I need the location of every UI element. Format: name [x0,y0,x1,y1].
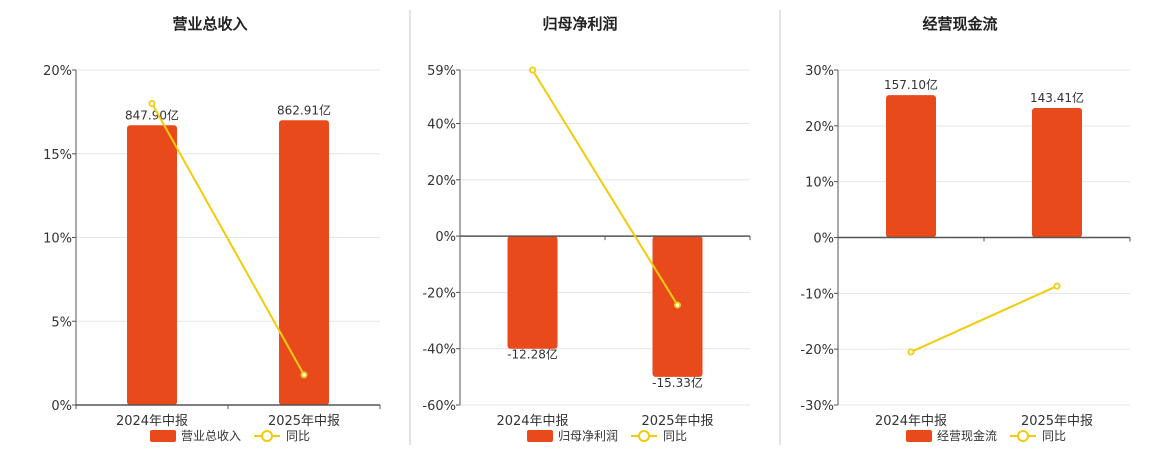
y-tick-label: 20% [43,64,72,79]
y-tick-label: 0% [435,230,456,245]
bar-value-label: 157.10亿 [884,77,938,92]
yoy-point-1 [529,66,537,74]
legend-bar-label: 归母净利润 [558,429,618,443]
yoy-point-2 [1053,282,1061,290]
legend-line-label: 同比 [663,429,687,443]
bar-value-label: 862.91亿 [277,102,331,117]
bar-value-label: -12.28亿 [507,347,558,362]
yoy-line [151,103,305,376]
yoy-point-1 [907,348,915,356]
chart-panel-2: 归母净利润 59% 40% 20% 0% -20% -40% -60% -12.28亿 -15.3… [422,15,751,443]
bar-1 [507,236,558,349]
legend-line-marker [1017,430,1029,442]
y-tick-label: 20% [805,120,834,135]
y-tick-label: 59% [427,64,456,79]
yoy-line [910,285,1058,353]
y-tick-label: 10% [805,176,834,191]
y-tick-label: -20% [422,286,456,301]
y-tick-label: -10% [800,287,834,302]
bar-value-label: 847.90亿 [125,107,179,122]
chart-panel-3: 经营现金流 30% 20% 10% 0% -10% -20% -30% 157.10亿 143.4… [800,15,1131,443]
bar-1 [886,95,936,238]
legend-line-marker [638,430,650,442]
x-tick-label: 2025年中报 [1021,414,1093,429]
legend-bar-label: 经营现金流 [937,428,997,443]
y-tick-label: 5% [51,315,72,330]
bar-2 [1032,107,1082,238]
yoy-point-2 [300,371,308,379]
y-tick-label: -40% [422,343,456,358]
legend-bar-swatch [906,430,932,442]
legend: 经营现金流 同比 [906,428,1066,443]
x-tick-label: 2025年中报 [268,414,340,429]
legend: 营业总收入 同比 [150,429,310,443]
y-tick-label: 15% [43,148,72,163]
x-tick-label: 2024年中报 [875,414,947,429]
legend-line-marker [261,430,273,442]
legend: 归母净利润 同比 [527,429,687,443]
bar-value-label: 143.41亿 [1030,90,1084,105]
y-tick-label: 20% [427,174,456,189]
x-tick-label: 2025年中报 [641,414,713,429]
bar-value-label: -15.33亿 [652,375,703,390]
y-tick-label: -30% [800,399,834,414]
legend-bar-label: 营业总收入 [181,429,241,443]
y-tick-label: 30% [805,64,834,79]
x-tick-label: 2024年中报 [496,414,568,429]
y-tick-label: 0% [813,232,834,247]
chart-title: 归母净利润 [542,15,617,33]
yoy-point-2 [674,301,682,309]
legend-bar-swatch [527,430,553,442]
legend-bar-swatch [150,430,176,442]
chart-title: 经营现金流 [922,15,997,33]
yoy-point-1 [148,100,156,108]
yoy-line [531,69,679,306]
legend-line-label: 同比 [1042,429,1066,443]
y-tick-label: 10% [43,232,72,247]
y-tick-label: -20% [800,343,834,358]
x-tick-label: 2024年中报 [116,414,188,429]
bar-2 [279,120,329,405]
chart-panel-1: 营业总收入 20% 15% 10% 5% 0% 847.90亿 862.91亿 2024年中报 2… [43,15,381,443]
chart-title: 营业总收入 [172,15,247,33]
y-tick-label: 40% [427,117,456,132]
bar-1 [127,125,177,406]
y-tick-label: -60% [422,399,456,414]
legend-line-label: 同比 [286,429,310,443]
y-tick-label: 0% [51,399,72,414]
